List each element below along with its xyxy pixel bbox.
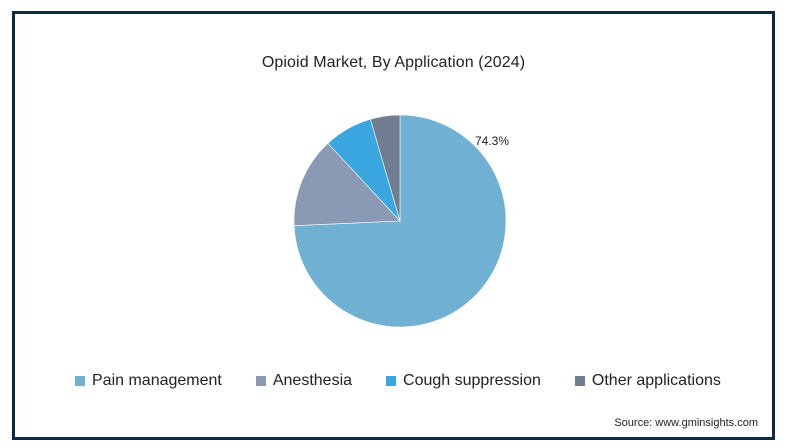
legend-item-cough-suppression: Cough suppression [386,372,541,390]
pie-chart: 74.3% [293,114,509,328]
legend-label: Cough suppression [403,372,541,389]
legend-item-pain-management: Pain management [75,372,222,390]
pie-slice-anesthesia [293,142,401,226]
legend-item-other-applications: Other applications [574,372,721,390]
legend-label: Other applications [591,372,721,389]
legend-label: Anesthesia [272,372,353,389]
legend-swatch [386,376,397,386]
chart-frame: Opioid Market, By Application (2024) 74.… [12,11,775,440]
legend-swatch [255,376,266,386]
legend-swatch [75,376,85,386]
pie-slice-other-applications [370,114,401,222]
legend-swatch [574,376,585,386]
data-label-pain-management: 74.3% [475,134,509,148]
source-note: Source: www.gminsights.com [614,417,758,429]
legend-item-anesthesia: Anesthesia [255,372,353,390]
legend-label: Pain management [92,372,222,389]
chart-legend: Pain management Anesthesia Cough suppres… [75,368,755,394]
chart-title: Opioid Market, By Application (2024) [261,54,526,71]
